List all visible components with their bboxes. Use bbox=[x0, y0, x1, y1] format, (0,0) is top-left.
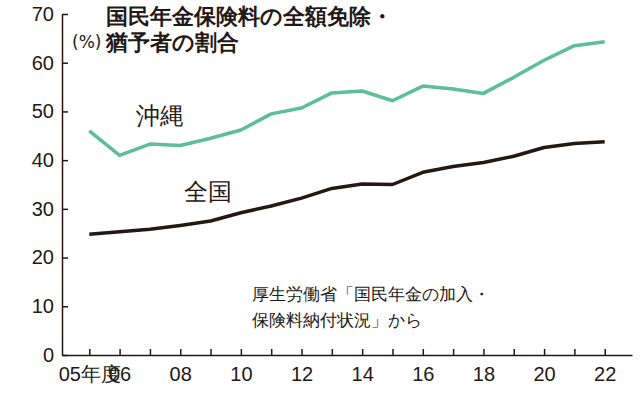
y-tick-mark bbox=[62, 257, 68, 259]
x-tick: 06 bbox=[109, 349, 131, 385]
x-tick-mark bbox=[392, 349, 394, 355]
y-axis-line bbox=[62, 15, 64, 356]
y-tick-mark bbox=[62, 306, 68, 308]
y-tick: 60 bbox=[32, 52, 68, 74]
y-tick-mark bbox=[62, 111, 68, 113]
y-tick-mark bbox=[62, 209, 68, 211]
x-tick-label: 22 bbox=[594, 363, 616, 385]
source-note: 厚生労働省「国民年金の加入・ bbox=[252, 284, 490, 304]
x-tick-mark bbox=[423, 349, 425, 355]
x-tick-mark bbox=[119, 349, 121, 355]
x-tick bbox=[514, 349, 515, 355]
y-tick-mark bbox=[62, 160, 68, 162]
x-tick-mark bbox=[514, 349, 516, 355]
y-tick: 10 bbox=[32, 295, 68, 317]
x-tick: 18 bbox=[473, 349, 495, 385]
x-axis-line bbox=[63, 355, 633, 357]
y-tick-label: 40 bbox=[32, 149, 54, 171]
x-tick-label: 12 bbox=[291, 363, 313, 385]
x-tick: 16 bbox=[412, 349, 434, 385]
y-tick-label: 0 bbox=[43, 344, 54, 366]
y-tick-label: 20 bbox=[32, 246, 54, 268]
y-tick: 40 bbox=[32, 149, 68, 171]
x-tick-mark bbox=[180, 349, 182, 355]
series-line bbox=[89, 42, 604, 156]
y-tick-mark bbox=[62, 62, 68, 64]
y-tick: 30 bbox=[32, 198, 68, 220]
x-tick bbox=[453, 349, 454, 355]
x-tick-mark bbox=[574, 349, 576, 355]
x-tick: 22 bbox=[594, 349, 616, 385]
title: 国民年金保険料の全額免除・ bbox=[106, 4, 393, 29]
x-tick bbox=[211, 349, 212, 355]
x-tick-label: 20 bbox=[533, 363, 555, 385]
y-tick-label: 60 bbox=[32, 52, 54, 74]
x-tick-mark bbox=[332, 349, 334, 355]
x-tick-mark bbox=[453, 349, 455, 355]
series-label: 全国 bbox=[184, 178, 232, 206]
x-tick-mark bbox=[89, 349, 91, 355]
y-tick: 70 bbox=[32, 3, 68, 25]
x-tick: 14 bbox=[352, 349, 374, 385]
x-tick bbox=[271, 349, 272, 355]
y-axis: 0 10 20 30 40 50 60 70 bbox=[32, 3, 68, 366]
source-note: 保険料納付状況」から bbox=[252, 310, 422, 330]
x-tick-mark bbox=[604, 349, 606, 355]
x-tick-mark bbox=[210, 349, 212, 355]
x-tick-label: 08 bbox=[170, 363, 192, 385]
y-tick-label: 50 bbox=[32, 100, 54, 122]
x-tick-label: 14 bbox=[352, 363, 374, 385]
y-tick: 20 bbox=[32, 246, 68, 268]
x-tick-label: 10 bbox=[230, 363, 252, 385]
y-tick: 50 bbox=[32, 100, 68, 122]
y-tick-label: 30 bbox=[32, 198, 54, 220]
y-axis-label: (%) bbox=[72, 32, 101, 52]
x-tick-mark bbox=[271, 349, 273, 355]
x-tick: 20 bbox=[533, 349, 555, 385]
y-tick-label: 70 bbox=[32, 3, 54, 25]
x-tick bbox=[392, 349, 393, 355]
plot-area bbox=[89, 42, 604, 234]
x-tick-mark bbox=[241, 349, 243, 355]
x-tick-mark bbox=[362, 349, 364, 355]
x-tick-mark bbox=[483, 349, 485, 355]
x-tick-mark bbox=[301, 349, 303, 355]
x-tick bbox=[574, 349, 575, 355]
x-tick-label: 06 bbox=[109, 363, 131, 385]
x-tick-mark bbox=[150, 349, 152, 355]
x-tick bbox=[150, 349, 151, 355]
series-line bbox=[89, 142, 604, 235]
chart: 01020304050607005年度060810121416182022沖縄全… bbox=[0, 0, 640, 402]
title: 猶予者の割合 bbox=[105, 30, 239, 55]
x-axis: 05年度060810121416182022 bbox=[59, 349, 633, 385]
x-tick: 10 bbox=[230, 349, 252, 385]
y-tick-label: 10 bbox=[32, 295, 54, 317]
x-tick bbox=[332, 349, 333, 355]
x-tick: 08 bbox=[170, 349, 192, 385]
x-tick: 12 bbox=[291, 349, 313, 385]
x-tick-mark bbox=[544, 349, 546, 355]
y-tick-mark bbox=[62, 14, 68, 16]
x-tick-label: 18 bbox=[473, 363, 495, 385]
x-tick-label: 16 bbox=[412, 363, 434, 385]
series-label: 沖縄 bbox=[136, 102, 184, 130]
